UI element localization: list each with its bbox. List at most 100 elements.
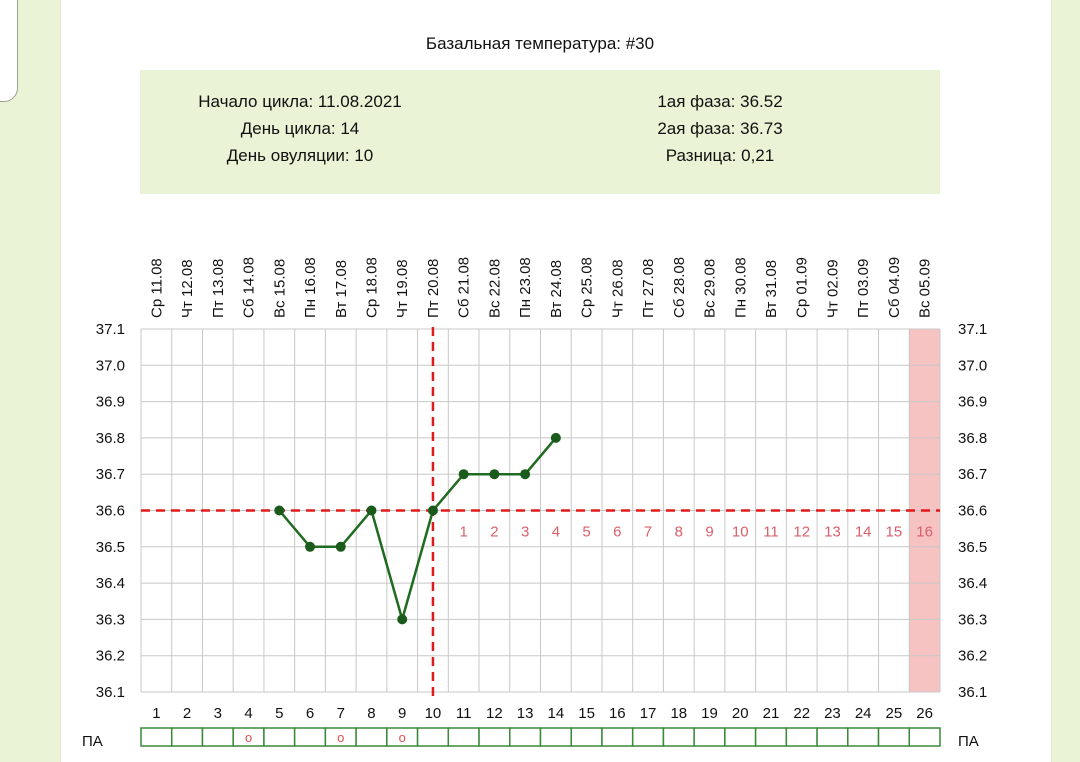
date-label: Ср 18.08 — [363, 257, 380, 318]
temperature-line — [278, 437, 557, 625]
day-number: 3 — [214, 705, 222, 722]
day-number: 7 — [337, 705, 345, 722]
y-tick-label-left: 37.0 — [96, 357, 125, 374]
phase2-day-number: 12 — [793, 524, 810, 541]
date-label: Сб 14.08 — [241, 257, 258, 318]
chart-title: Базальная температура: #30 — [425, 34, 655, 53]
phase2-day-number: 6 — [613, 524, 621, 541]
date-label: Сб 21.08 — [456, 257, 473, 318]
y-tick-label-left: 36.3 — [96, 611, 125, 628]
pa-cell — [539, 727, 572, 747]
phase2-day-number: 1 — [460, 524, 468, 541]
pa-mark: о — [399, 730, 406, 745]
day-number: 13 — [517, 705, 534, 722]
pa-cell — [785, 727, 818, 747]
cycle-day: День цикла: 14 — [240, 119, 360, 138]
pa-cell — [447, 727, 480, 747]
day-number: 14 — [548, 705, 565, 722]
y-tick-label-right: 36.1 — [958, 684, 987, 701]
phase2-day-number: 2 — [490, 524, 498, 541]
date-label: Ср 25.08 — [579, 257, 596, 318]
date-label: Ср 11.08 — [148, 258, 165, 318]
pa-cell — [662, 727, 695, 747]
day-number: 17 — [640, 705, 657, 722]
pa-label-right: ПА — [958, 733, 979, 750]
day-number: 5 — [275, 705, 283, 722]
y-tick-label-left: 37.1 — [96, 321, 125, 338]
cycle-info-right: 1ая фаза: 36.52 2ая фаза: 36.73 Разница:… — [600, 88, 840, 169]
date-label: Вт 17.08 — [333, 260, 350, 318]
phase2-day-number: 8 — [675, 524, 683, 541]
pa-mark: о — [245, 730, 252, 745]
pa-cell — [816, 727, 849, 747]
temperature-point — [520, 469, 531, 480]
ovulation-day: День овуляции: 10 — [226, 146, 374, 165]
pa-cell — [570, 727, 603, 747]
y-tick-label-left: 36.4 — [96, 575, 125, 592]
temperature-point — [305, 541, 316, 552]
pa-cell — [170, 727, 204, 747]
pa-cell — [754, 727, 788, 747]
day-number: 20 — [732, 705, 749, 722]
pa-cell — [847, 727, 880, 747]
day-number: 25 — [886, 705, 903, 722]
date-label: Пн 30.08 — [732, 257, 749, 318]
y-tick-label-left: 36.1 — [96, 684, 125, 701]
phase2-avg: 2ая фаза: 36.73 — [657, 119, 783, 138]
y-tick-label-right: 36.6 — [958, 503, 987, 520]
pa-cell — [140, 727, 173, 747]
y-tick-label-right: 37.1 — [958, 321, 987, 338]
temperature-point — [366, 505, 377, 516]
pa-cell — [509, 727, 542, 747]
y-tick-label-right: 36.7 — [958, 466, 987, 483]
day-number: 15 — [578, 705, 595, 722]
temperature-point — [550, 432, 561, 443]
y-tick-label-left: 36.6 — [96, 503, 125, 520]
date-label: Пн 16.08 — [302, 257, 319, 318]
day-number: 6 — [306, 705, 314, 722]
y-tick-label-left: 36.7 — [96, 466, 125, 483]
day-number: 10 — [425, 705, 442, 722]
date-label: Чт 26.08 — [609, 259, 626, 318]
phase-difference: Разница: 0,21 — [665, 146, 775, 165]
day-number: 1 — [152, 705, 160, 722]
day-number: 2 — [183, 705, 191, 722]
y-tick-label-left: 36.5 — [96, 539, 125, 556]
y-tick-label-right: 37.0 — [958, 357, 987, 374]
phase2-day-number: 14 — [855, 524, 872, 541]
phase2-day-number: 7 — [644, 524, 652, 541]
day-number: 23 — [824, 705, 841, 722]
date-label: Вт 31.08 — [763, 260, 780, 318]
cycle-info-box: Начало цикла: 11.08.2021 День цикла: 14 … — [140, 70, 940, 194]
phase2-day-number: 15 — [886, 524, 903, 541]
date-label: Вс 22.08 — [486, 259, 503, 318]
temperature-point — [427, 505, 438, 516]
pa-cell — [293, 727, 327, 747]
day-number: 11 — [456, 705, 472, 722]
day-number: 12 — [486, 705, 503, 722]
y-tick-label-left: 36.9 — [96, 394, 125, 411]
date-label: Пт 13.08 — [210, 259, 227, 318]
day-number: 16 — [609, 705, 626, 722]
temperature-point — [489, 469, 500, 480]
pa-cell — [201, 727, 234, 747]
temperature-point — [458, 469, 469, 480]
date-label: Пн 23.08 — [517, 257, 534, 318]
date-label: Пт 03.09 — [855, 259, 872, 318]
pa-cell — [724, 727, 757, 747]
date-label: Пт 20.08 — [425, 259, 442, 318]
date-label: Вс 15.08 — [271, 259, 288, 318]
phase2-day-number: 11 — [763, 524, 779, 541]
date-label: Чт 19.08 — [394, 259, 411, 318]
phase2-day-number: 9 — [705, 524, 713, 541]
date-label: Сб 28.08 — [671, 257, 688, 318]
temperature-point — [397, 614, 408, 625]
date-label: Вс 05.09 — [917, 259, 934, 318]
y-tick-label-right: 36.5 — [958, 539, 987, 556]
y-tick-label-right: 36.3 — [958, 611, 987, 628]
y-tick-label-left: 36.2 — [96, 648, 125, 665]
phase2-day-number: 13 — [824, 524, 841, 541]
y-tick-label-left: 36.8 — [96, 430, 125, 447]
pa-cell — [631, 727, 665, 747]
